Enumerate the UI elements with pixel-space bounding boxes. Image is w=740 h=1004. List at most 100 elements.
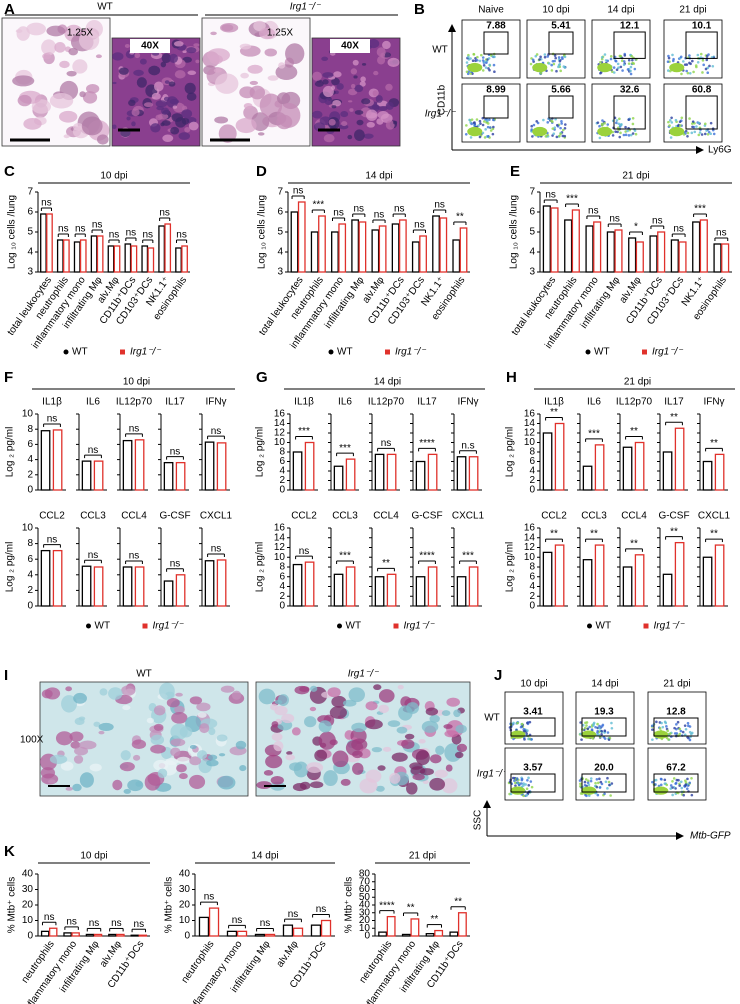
magnification: 1.25X (267, 28, 293, 39)
tissue (78, 716, 86, 721)
tissue (41, 39, 57, 56)
event (486, 135, 490, 138)
event (579, 721, 582, 724)
bar (181, 245, 188, 273)
tissue (309, 706, 317, 712)
event (690, 777, 693, 780)
event (661, 725, 665, 729)
tissue (120, 750, 131, 761)
event (596, 121, 600, 124)
event (665, 725, 668, 728)
event (598, 786, 602, 789)
bar (107, 245, 115, 273)
cytokine-label: G-CSF (658, 511, 689, 522)
y-tick-label: 4 (279, 581, 285, 592)
tissue (393, 120, 398, 125)
tissue (49, 93, 74, 109)
bar (333, 573, 344, 607)
tissue (425, 707, 439, 716)
significance: ns (293, 186, 304, 197)
y-tick-label: 40 (359, 900, 371, 911)
cytokine-label: CCL3 (80, 511, 106, 522)
tissue (314, 749, 328, 762)
tissue (112, 52, 124, 61)
significance: ** (382, 558, 390, 569)
event (552, 62, 556, 66)
tissue (210, 31, 217, 36)
event (600, 733, 603, 736)
tissue (213, 68, 223, 73)
significance: ns (159, 208, 170, 219)
event (709, 121, 713, 125)
tissue (178, 132, 191, 140)
legend-label: Irg1⁻/⁻ (153, 621, 184, 632)
cytokine-label: IFNγ (703, 397, 724, 408)
bar (692, 221, 701, 273)
tissue (61, 695, 78, 713)
event (481, 123, 485, 127)
event (690, 122, 694, 125)
y-tick-label: 4 (529, 581, 535, 592)
significance: ns (134, 919, 145, 930)
y-tick-label: 6 (27, 554, 33, 565)
event (596, 781, 600, 785)
cytokine-label: CXCL1 (452, 511, 485, 522)
y-tick-label: 0 (279, 485, 285, 496)
event (596, 793, 600, 797)
y-tick-label: 6 (279, 456, 285, 467)
event (679, 55, 683, 59)
cytokine-label: G-CSF (411, 511, 442, 522)
cytokine-label: IL12p70 (368, 397, 405, 408)
significance: ns (394, 204, 405, 215)
gate-value: 7.88 (486, 21, 506, 32)
event (651, 780, 654, 784)
event (678, 120, 682, 124)
bar (46, 213, 53, 273)
panel-letter: K (4, 843, 15, 860)
bar (378, 225, 387, 273)
tissue (385, 120, 395, 130)
bar (130, 245, 138, 273)
bar (628, 237, 637, 273)
event (626, 129, 629, 133)
bar (374, 453, 385, 491)
y-tick-label: 8 (529, 447, 535, 458)
event (615, 121, 618, 125)
bar (124, 243, 132, 273)
row-label: WT (432, 45, 448, 56)
y-axis-label: Log ₂ pg/ml (505, 542, 516, 593)
bar (175, 574, 186, 607)
event (675, 723, 678, 726)
event (527, 783, 531, 787)
event (480, 53, 483, 57)
significance: ns (545, 190, 556, 201)
y-axis-label: Log ₁₀ cells /lung (7, 195, 18, 269)
y-tick-label: 30 (359, 907, 371, 918)
event (659, 783, 663, 787)
event (598, 136, 602, 140)
event (667, 56, 671, 60)
tissue (294, 685, 310, 695)
event (606, 123, 610, 126)
event (586, 781, 590, 785)
tissue (434, 769, 448, 778)
event (682, 60, 685, 63)
tissue (318, 731, 336, 750)
tissue (216, 734, 228, 742)
bar (702, 460, 713, 491)
event (532, 123, 536, 127)
event (678, 732, 682, 736)
event (599, 71, 602, 75)
y-axis-label: Log ₁₀ cells /lung (509, 195, 520, 269)
tissue (155, 114, 163, 121)
tissue (218, 753, 226, 757)
tissue (387, 57, 400, 67)
event (686, 721, 690, 725)
event (688, 730, 692, 734)
event (629, 133, 633, 137)
bar (564, 219, 573, 273)
legend-marker (587, 623, 592, 629)
bar (674, 541, 685, 607)
tissue (186, 47, 197, 54)
